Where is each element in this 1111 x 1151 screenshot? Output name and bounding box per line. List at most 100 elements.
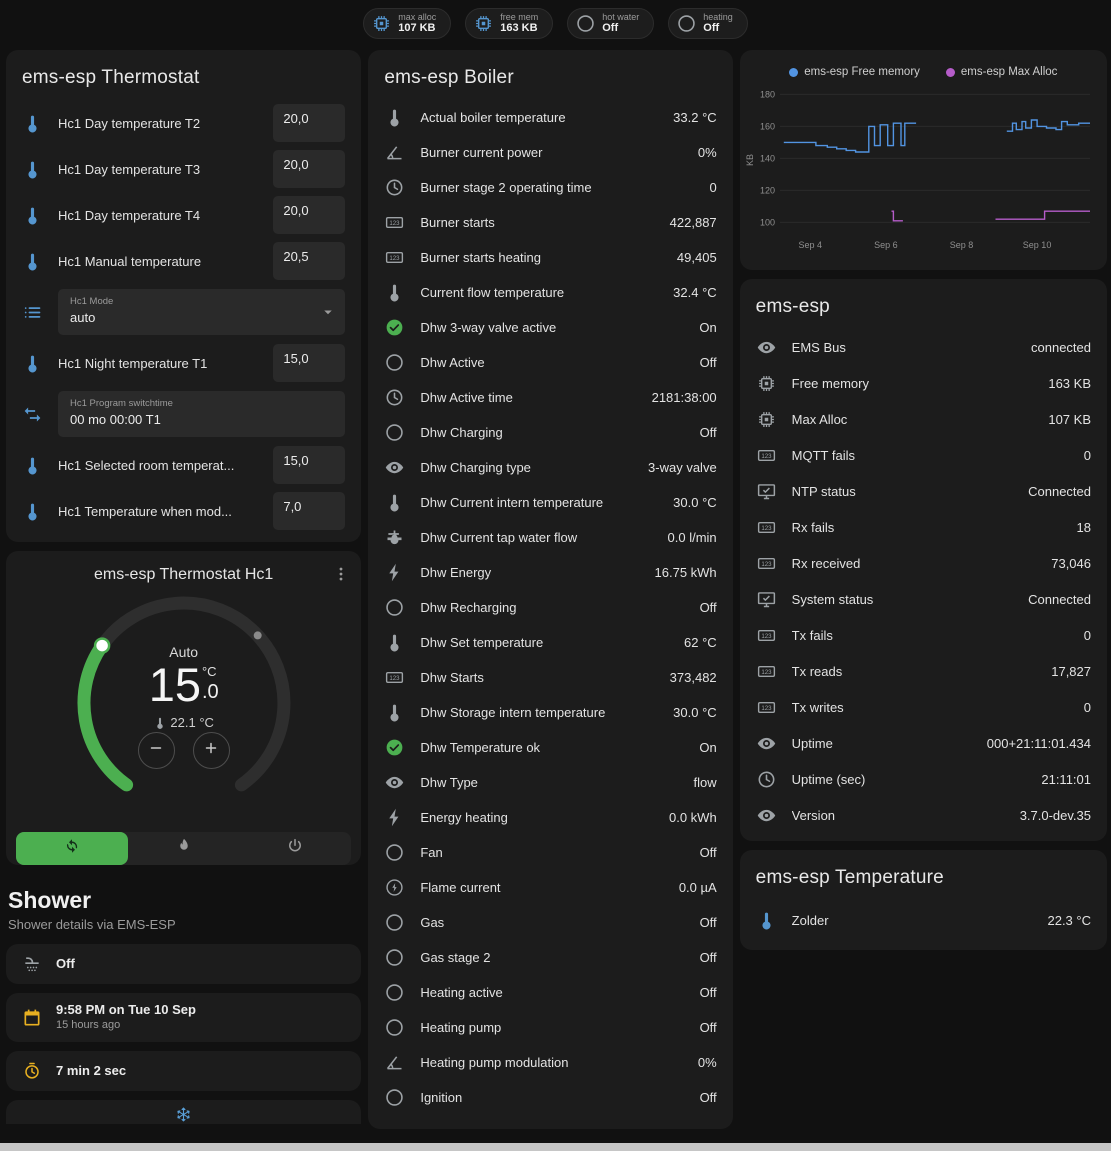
number-value: 20,0 [283,203,309,218]
status-badge[interactable]: hot water Off [567,8,655,39]
entity-row[interactable]: 123 Tx reads 17,827 [740,653,1107,689]
entity-row[interactable]: Dhw Current intern temperature 30.0 °C [368,485,732,520]
entity-row[interactable]: Heating active Off [368,975,732,1010]
entity-row[interactable]: Actual boiler temperature 33.2 °C [368,100,732,135]
entity-row[interactable]: Hc1 Temperature when mod... 7,0 [6,488,361,534]
svg-text:120: 120 [760,185,775,195]
svg-text:180: 180 [760,89,775,99]
entity-row[interactable]: Uptime 000+21:11:01.434 [740,725,1107,761]
card-title: ems-esp Thermostat Hc1 [94,566,274,583]
boiler-card: ems-esp Boiler Actual boiler temperature… [368,50,733,1129]
entity-row[interactable]: Gas stage 2 Off [368,940,732,975]
shower-row[interactable]: 7 min 2 sec [6,1051,362,1091]
entity-row[interactable]: Dhw Current tap water flow 0.0 l/min [368,520,732,555]
status-badge[interactable]: free mem 163 KB [465,8,554,39]
entity-value: flow [693,775,717,790]
entity-row[interactable]: Version 3.7.0-dev.35 [740,797,1107,833]
entity-value: 2181:38:00 [651,390,717,405]
entity-value: 0 [1083,447,1091,463]
entity-row[interactable]: NTP status Connected [740,473,1107,509]
entity-row[interactable]: 123 Tx writes 0 [740,689,1107,725]
number-input[interactable]: 15,0 [273,344,346,382]
entity-row[interactable]: Flame current 0.0 µA [368,870,732,905]
status-badge[interactable]: heating Off [668,8,748,39]
shower-cold-card[interactable] [6,1100,362,1124]
mode-auto-button[interactable] [16,832,128,865]
entity-row[interactable]: Dhw Storage intern temperature 30.0 °C [368,695,732,730]
entity-row[interactable]: Dhw Charging type 3-way valve [368,450,732,485]
shower-row[interactable]: 9:58 PM on Tue 10 Sep 15 hours ago [6,993,362,1042]
entity-row[interactable]: Energy heating 0.0 kWh [368,800,732,835]
entity-row[interactable]: Dhw Set temperature 62 °C [368,625,732,660]
entity-row[interactable]: Free memory 163 KB [740,365,1107,401]
entity-row[interactable]: Burner stage 2 operating time 0 [368,170,732,205]
entity-row[interactable]: Hc1 Day temperature T4 20,0 [6,192,361,238]
entity-row[interactable]: Hc1 Selected room temperat... 15,0 [6,442,361,488]
entity-row[interactable]: Dhw Energy 16.75 kWh [368,555,732,590]
entity-row[interactable]: Gas Off [368,905,732,940]
shower-row-text: 7 min 2 sec [56,1062,127,1078]
entity-row[interactable]: 123 Burner starts heating 49,405 [368,240,732,275]
number-input[interactable]: 20,0 [273,150,346,188]
entity-row[interactable]: Hc1 Day temperature T2 20,0 [6,100,361,146]
entity-row[interactable]: Current flow temperature 32.4 °C [368,275,732,310]
entity-row[interactable]: 123 Rx received 73,046 [740,545,1107,581]
entity-row[interactable]: Uptime (sec) 21:11:01 [740,761,1107,797]
entity-value: connected [1031,339,1091,355]
decrease-temp-button[interactable] [137,732,175,770]
entity-row[interactable]: Dhw Temperature ok On [368,730,732,765]
entity-row[interactable]: 123 Tx fails 0 [740,617,1107,653]
entity-row[interactable]: 123 Rx fails 18 [740,509,1107,545]
number-value: 20,0 [283,111,309,126]
entity-value: On [699,740,717,755]
chip-icon [371,13,392,34]
menu-icon[interactable] [331,564,351,589]
entity-row[interactable]: Dhw Charging Off [368,415,732,450]
entity-label: Hc1 Manual temperature [58,253,202,269]
mode-select[interactable]: Hc1 Mode auto [58,289,346,335]
mode-off-button[interactable] [240,832,352,865]
badge-value: Off [602,22,619,35]
entity-row[interactable]: 123 Burner starts 422,887 [368,205,732,240]
entity-row[interactable]: Dhw Active Off [368,345,732,380]
mode-heat-button[interactable] [128,832,240,865]
number-input[interactable]: 20,5 [273,242,346,280]
entity-row[interactable]: EMS Bus connected [740,329,1107,365]
entity-row[interactable]: Hc1 Program switchtime 00 mo 00:00 T1 [6,386,361,442]
entity-row[interactable]: 123 Dhw Starts 373,482 [368,660,732,695]
number-value: 20,5 [283,249,309,264]
number-input[interactable]: 15,0 [273,446,346,484]
entity-row[interactable]: Hc1 Mode auto [6,284,361,340]
entity-row[interactable]: 123 MQTT fails 0 [740,437,1107,473]
entity-row[interactable]: Max Alloc 107 KB [740,401,1107,437]
entity-row[interactable]: Dhw Active time 2181:38:00 [368,380,732,415]
entity-row[interactable]: Fan Off [368,835,732,870]
entity-row[interactable]: Hc1 Night temperature T1 15,0 [6,340,361,386]
entity-row[interactable]: Ignition Off [368,1080,732,1115]
entity-row[interactable]: Dhw 3-way valve active On [368,310,732,345]
entity-row[interactable]: Dhw Type flow [368,765,732,800]
shower-row[interactable]: Off [6,944,362,984]
entity-row[interactable]: Heating pump modulation 0% [368,1045,732,1080]
number-input[interactable]: 20,0 [273,104,346,142]
entity-row[interactable]: Hc1 Day temperature T3 20,0 [6,146,361,192]
eye-icon [756,733,777,754]
entity-row[interactable]: Dhw Recharging Off [368,590,732,625]
increase-temp-button[interactable] [192,732,230,770]
temperature-rows: Zolder 22.3 °C [740,900,1107,940]
number-input[interactable]: 7,0 [273,492,346,530]
text-input[interactable]: Hc1 Program switchtime 00 mo 00:00 T1 [58,391,346,437]
entity-row[interactable]: Zolder 22.3 °C [740,900,1107,940]
entity-row[interactable]: Heating pump Off [368,1010,732,1045]
legend-item[interactable]: ems-esp Max Alloc [945,66,1057,78]
entity-row[interactable]: Hc1 Manual temperature 20,5 [6,238,361,284]
entity-row[interactable]: Burner current power 0% [368,135,732,170]
entity-row[interactable]: System status Connected [740,581,1107,617]
legend-item[interactable]: ems-esp Free memory [789,66,920,78]
status-badge[interactable]: max alloc 107 KB [363,8,452,39]
entity-value: 422,887 [669,215,717,230]
number-input[interactable]: 20,0 [273,196,346,234]
thermostat-dial[interactable]: Auto 15 °C .0 22.1 °C [69,588,299,818]
badge-value: 107 KB [398,22,436,35]
thermometer-icon [22,455,43,476]
